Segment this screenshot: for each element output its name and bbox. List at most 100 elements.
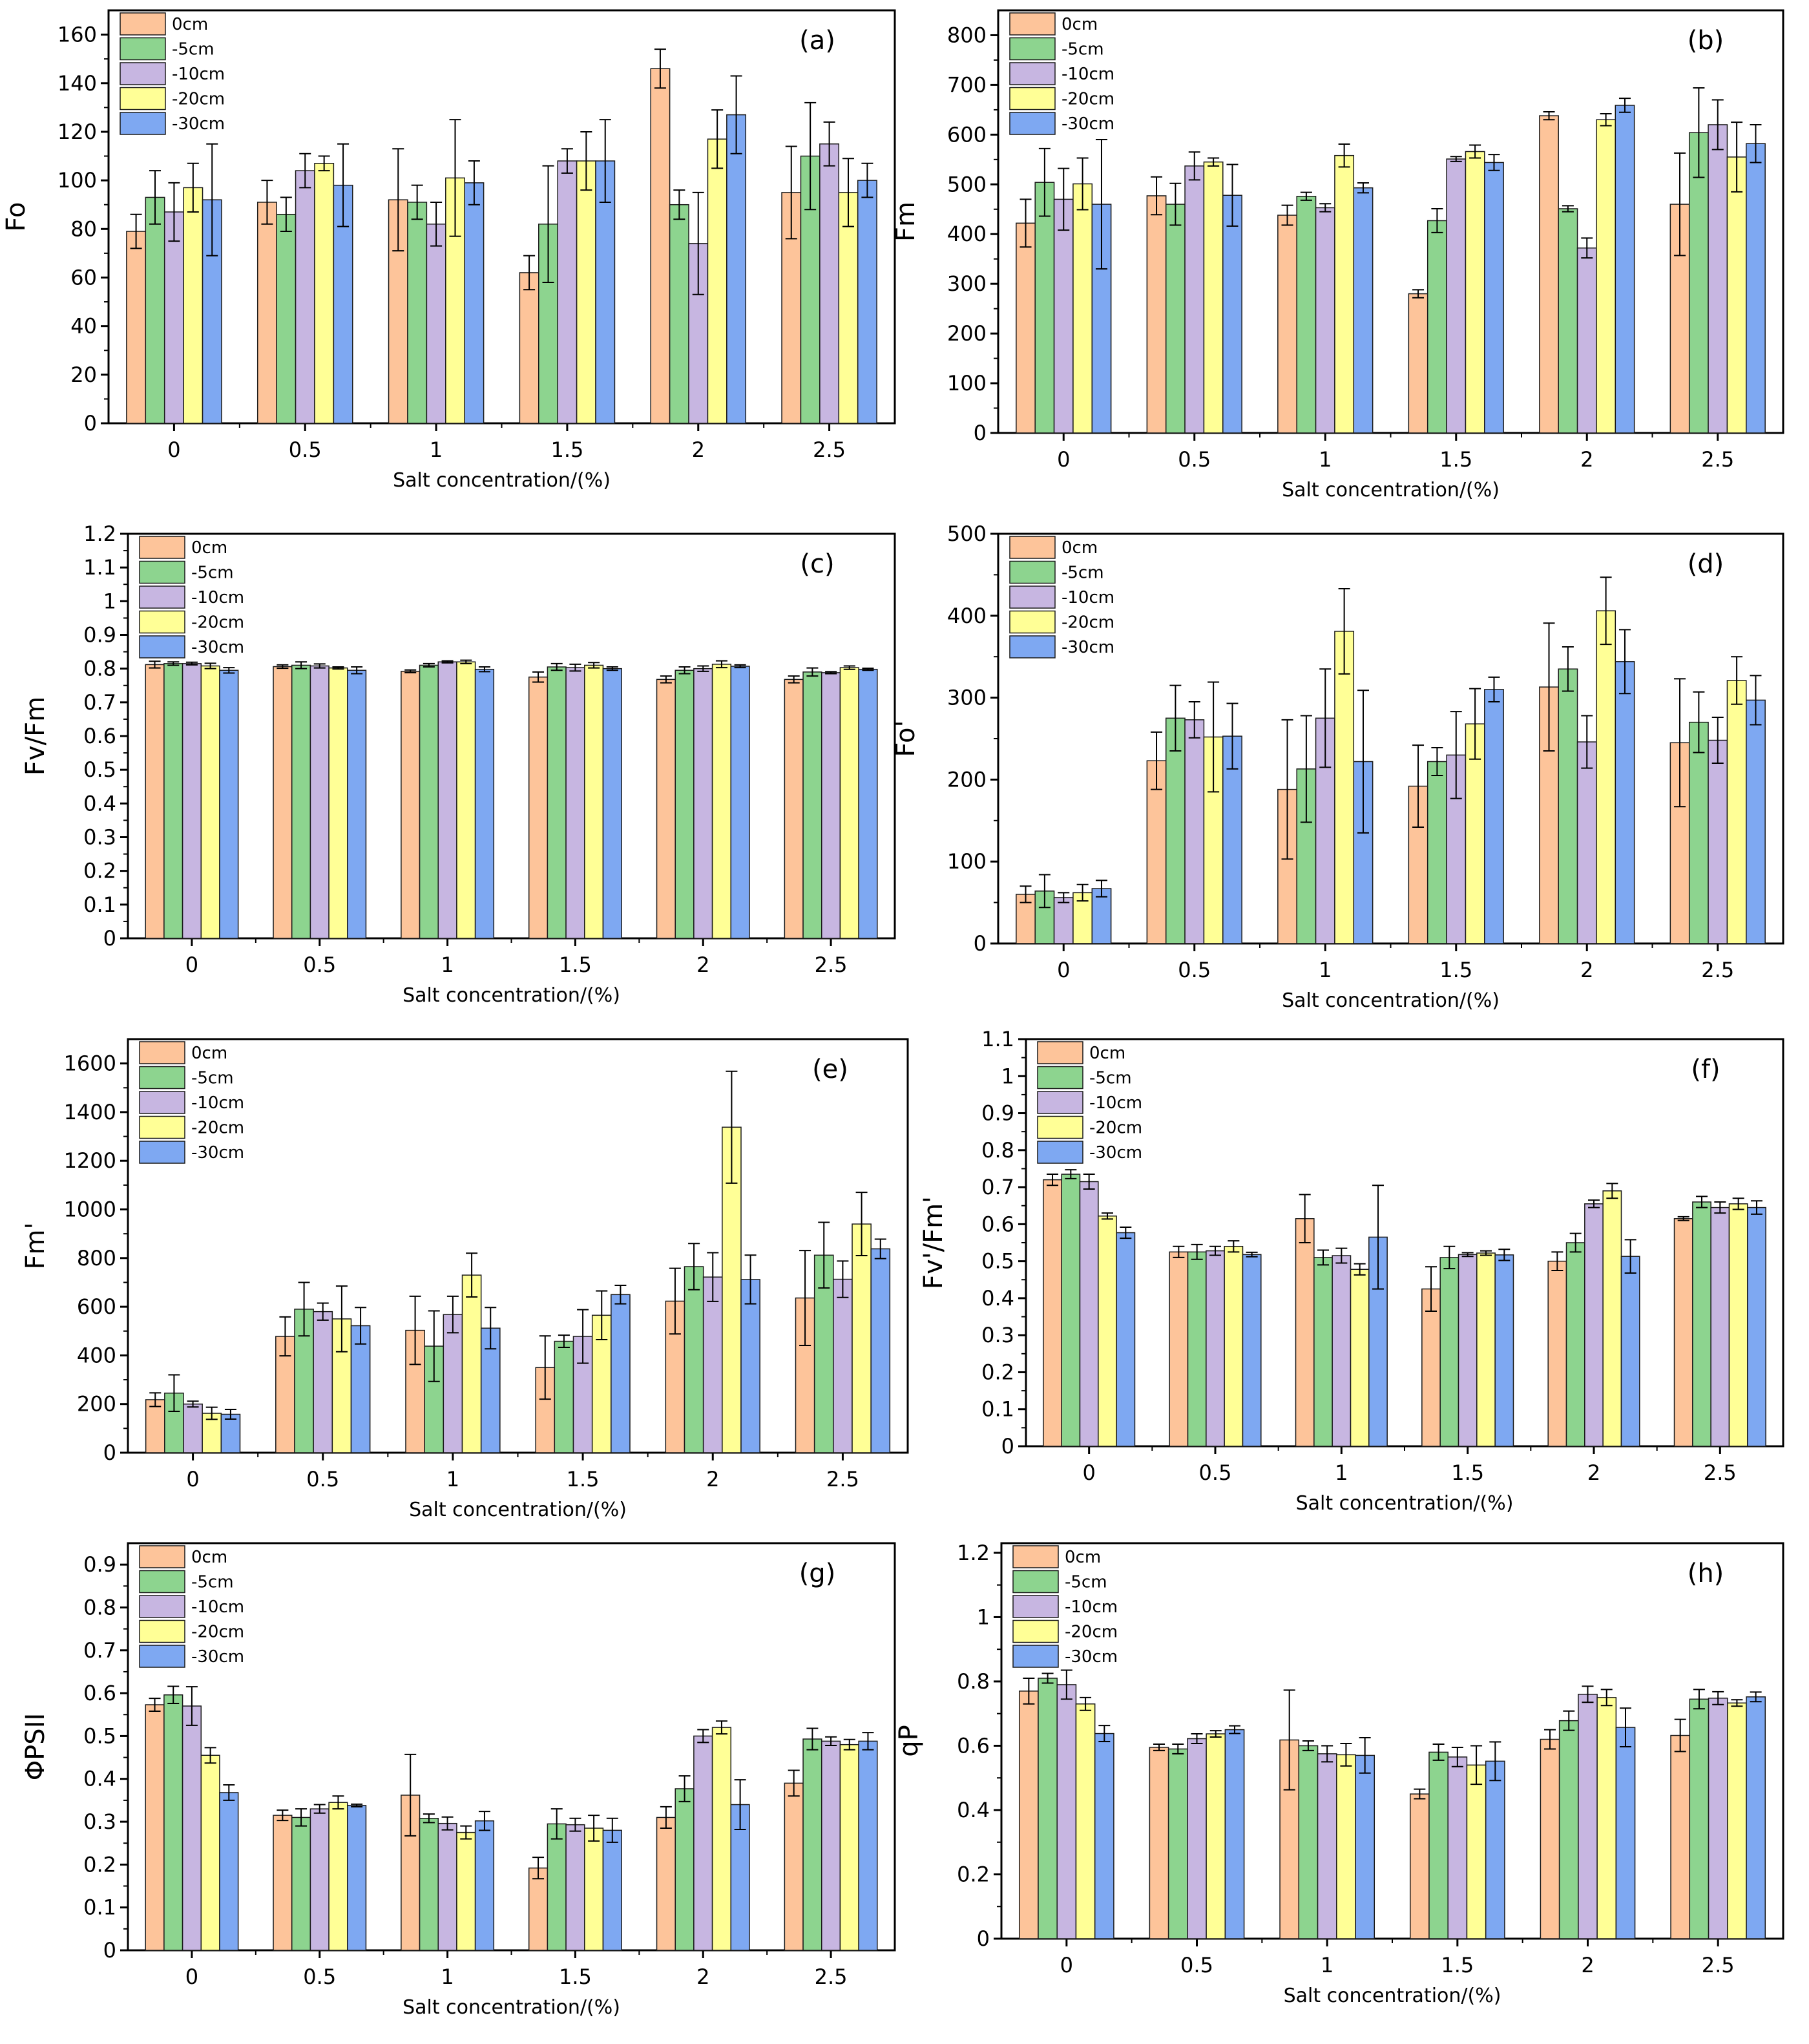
y-tick-label: 200: [947, 321, 987, 346]
y-tick-label: 1: [977, 1605, 990, 1629]
y-tick-label: 0.8: [957, 1669, 990, 1694]
bar--5cm-1.5: [1428, 1751, 1448, 1939]
error-bar--10cm-1: [441, 1816, 454, 1831]
error-bar--20cm-0.5: [1228, 1240, 1240, 1253]
y-tick-label: 0.3: [83, 825, 116, 850]
error-bar-0cm-2.5: [788, 1769, 800, 1797]
x-tick-label: 0: [1060, 1953, 1073, 1977]
legend-label-0cm: 0cm: [1061, 15, 1098, 34]
bar--30cm-2: [740, 1279, 760, 1453]
bar--20cm-1: [461, 1274, 482, 1453]
error-bar--20cm-0.5: [332, 666, 344, 670]
legend-label-0cm: 0cm: [1089, 1044, 1125, 1063]
error-bar--30cm-1.5: [1488, 154, 1500, 171]
error-bar--30cm-0: [223, 667, 235, 674]
y-tick-label: 300: [947, 686, 987, 710]
bar--5cm-0.5: [291, 1817, 311, 1951]
bar--10cm-0: [1053, 198, 1074, 434]
panel-label: (e): [812, 1055, 848, 1084]
y-tick-label: 0: [103, 1440, 116, 1465]
bar--30cm-0.5: [1222, 195, 1242, 434]
y-tick-label: 200: [947, 767, 987, 792]
bar--10cm-2.5: [833, 1278, 853, 1453]
error-bar-0cm-2.5: [1674, 1718, 1686, 1753]
bar--10cm-1.5: [565, 667, 585, 939]
y-tick-label: 200: [77, 1392, 116, 1417]
x-tick-label: 1: [441, 1965, 454, 1989]
y-tick-label: 0.9: [83, 1552, 116, 1577]
chart-panel-3: 0 100 200 300 400 500 0 0.5 1 1.5 2 2.5 Salt concent…: [891, 522, 1784, 1012]
legend-swatch--5cm: [139, 1570, 185, 1594]
legend-swatch--30cm: [1037, 1141, 1083, 1164]
legend-label--30cm: -30cm: [191, 638, 244, 657]
bar--10cm-1.5: [557, 160, 578, 424]
error-bar--5cm-1: [411, 184, 423, 220]
error-bar--30cm-0: [224, 1408, 236, 1420]
y-axis-title: Fo': [891, 720, 921, 757]
bar--20cm-0: [200, 1754, 220, 1951]
error-bar--30cm-1.5: [599, 119, 611, 203]
error-bar--20cm-2: [1606, 1183, 1618, 1199]
legend-label--10cm: -10cm: [191, 1093, 244, 1113]
error-bar--10cm-2: [692, 191, 704, 295]
x-tick-label: 1.5: [1441, 1953, 1474, 1977]
bar--10cm-2.5: [1708, 124, 1728, 434]
bar--30cm-0: [1094, 1733, 1114, 1939]
bar--5cm-0.5: [1187, 1251, 1207, 1447]
error-bar--30cm-0.5: [1228, 1725, 1240, 1734]
legend-swatch--5cm: [1012, 1570, 1059, 1594]
bar--5cm-1: [419, 1817, 439, 1951]
legend-label--30cm: -30cm: [172, 114, 225, 134]
error-bar--20cm-1: [460, 1825, 472, 1840]
error-bar--10cm-1.5: [569, 1817, 581, 1832]
error-bar-0cm-0: [149, 1392, 162, 1407]
bar--30cm-2.5: [1746, 143, 1766, 434]
error-bar--20cm-1: [1340, 1742, 1352, 1767]
error-bar-0cm-1: [409, 1295, 421, 1365]
error-bar--20cm-0.5: [335, 1285, 348, 1353]
y-tick-label: 0: [977, 1926, 990, 1951]
plot-frame: [107, 9, 896, 425]
y-tick-label: 80: [70, 216, 97, 241]
error-bar--5cm-0: [1038, 874, 1051, 909]
error-bar--30cm-2: [744, 1254, 757, 1305]
y-tick-label: 1: [103, 589, 116, 613]
error-bar-0cm-2.5: [785, 145, 797, 240]
error-bar--20cm-2: [711, 109, 724, 169]
bar--20cm-0: [200, 665, 220, 939]
bar--30cm-1.5: [595, 160, 616, 424]
bar--5cm-1: [1298, 1745, 1319, 1939]
bar-0cm-1.5: [1421, 1288, 1441, 1447]
error-bar-0cm-0: [130, 213, 142, 249]
x-tick-label: 0.5: [303, 1965, 336, 1989]
bar--10cm-2.5: [1708, 1698, 1728, 1939]
error-bar--30cm-2: [1618, 629, 1631, 695]
error-bar--20cm-0: [187, 162, 199, 213]
error-bar--30cm-0.5: [1226, 702, 1239, 770]
error-bar-0cm-1: [404, 669, 417, 673]
error-bar-0cm-0.5: [277, 1809, 289, 1822]
legend-label--20cm: -20cm: [1089, 1119, 1142, 1138]
error-bar--10cm-2: [1581, 715, 1593, 769]
legend-label--10cm: -10cm: [1061, 65, 1114, 84]
x-tick-label: 1: [1319, 447, 1332, 472]
error-bar--20cm-2.5: [855, 1192, 868, 1257]
bar--10cm-1: [426, 224, 446, 424]
bar-0cm-1.5: [519, 272, 539, 424]
bar-0cm-2: [1547, 1260, 1567, 1447]
bar--30cm-2: [730, 666, 750, 939]
y-axis-title: qP: [894, 1725, 924, 1757]
bar--5cm-2.5: [1688, 721, 1709, 944]
error-bar--5cm-1.5: [542, 165, 554, 283]
error-bar--30cm-1: [1372, 1185, 1384, 1290]
error-bar--30cm-1.5: [1488, 676, 1500, 702]
error-bar--20cm-1.5: [580, 131, 592, 191]
bar--10cm-2.5: [1708, 739, 1728, 944]
error-bar--10cm-0.5: [1209, 1245, 1221, 1256]
bar--10cm-1.5: [565, 1824, 585, 1951]
error-bar-0cm-1: [1283, 1689, 1295, 1791]
error-bar--20cm-2.5: [1731, 121, 1743, 193]
error-bar--30cm-2.5: [874, 1238, 886, 1259]
error-bar--10cm-2.5: [1711, 717, 1724, 764]
error-bar--10cm-0: [187, 1400, 199, 1408]
